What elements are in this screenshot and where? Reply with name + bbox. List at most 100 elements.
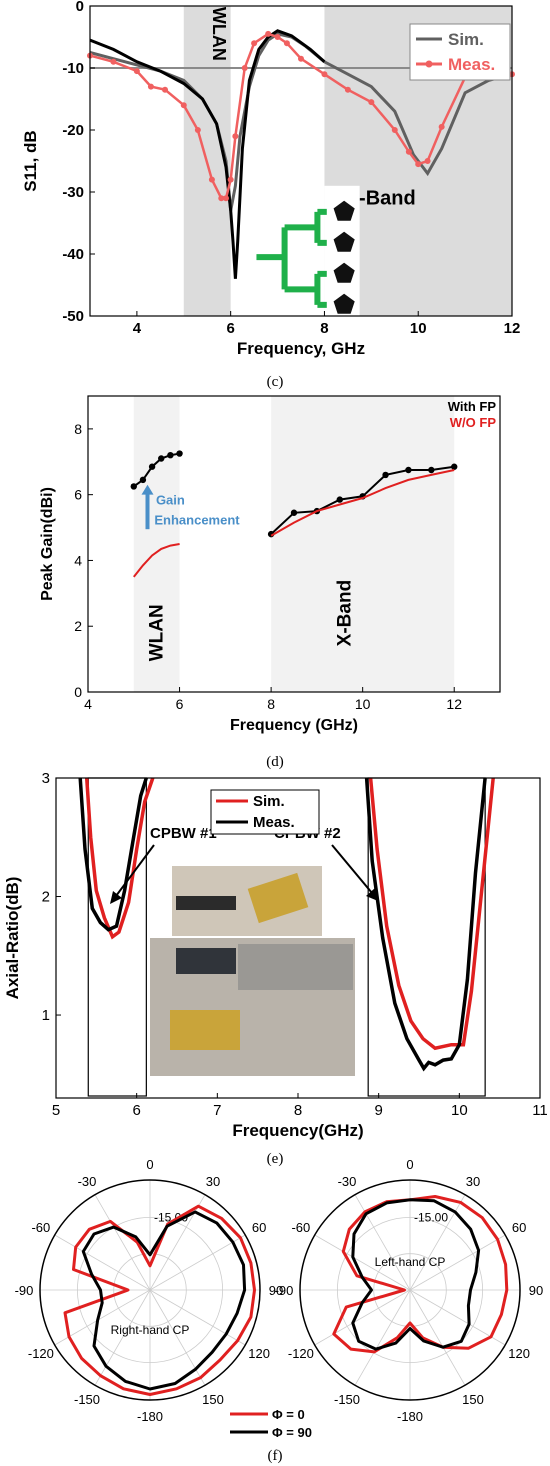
polar-angle-label: -30: [338, 1174, 357, 1189]
series-meas-marker: [218, 195, 225, 202]
x-tick-label: 12: [446, 696, 462, 712]
polar-outer-ring: [39, 1179, 261, 1401]
polar-grid-spoke: [94, 1289, 151, 1386]
legend-label-meas: Meas.: [253, 814, 295, 831]
polar-grid-spoke: [54, 1234, 151, 1291]
series-with-fp-marker: [451, 463, 458, 470]
x-tick-label: 4: [84, 696, 92, 712]
y-tick-label: -50: [62, 308, 84, 325]
series-meas-marker: [368, 99, 375, 106]
polar-angle-label: -60: [291, 1220, 310, 1235]
legend-label-phi: Φ = 90: [272, 1425, 312, 1440]
y-tick-label: 1: [42, 1007, 50, 1024]
series-meas-marker: [133, 68, 140, 75]
polar-angle-label: 60: [252, 1220, 266, 1235]
photo-connector: [176, 896, 236, 910]
series-with-fp-marker: [148, 463, 156, 470]
x-tick-label: 6: [132, 1102, 140, 1119]
polar-angle-label: 120: [508, 1346, 530, 1361]
polar-grid-spoke: [54, 1289, 151, 1346]
plot-frame: [87, 395, 501, 693]
frequency-band-shade: [271, 396, 455, 692]
series-meas-marker: [274, 34, 281, 40]
annotation-arrow-2: [331, 844, 373, 894]
series-sim-line: [84, 777, 155, 940]
panel-c-s11-chart: WLAN X-Band 4 6 8 10 12 0 -10 -20 -30 -40 -50 Frequen…: [21, 0, 520, 358]
polar-angle-label: 30: [466, 1174, 480, 1189]
series-with-fp-marker: [428, 466, 435, 474]
series-with-fp-marker: [176, 450, 183, 457]
y-tick-label: 2: [42, 889, 50, 906]
annotation-cpbw-1: CPBW #1: [150, 825, 217, 842]
x-tick-label: 4: [133, 320, 142, 337]
x-tick-label: 10: [410, 320, 427, 337]
series-meas-marker: [194, 127, 201, 133]
panel-e-axial-ratio-chart: 5 6 7 8 9 10 11123Frequency(GHz)Axial-Ratio(dB…: [3, 770, 548, 1140]
x-axis-label: Frequency (GHz): [230, 717, 358, 734]
photo-antenna-board: [247, 872, 309, 924]
antenna-patch: [331, 291, 357, 316]
series-meas-marker: [110, 58, 117, 65]
x-tick-label: 6: [226, 320, 234, 337]
polar-plot-left-hand: 0 30 60 90 120 150 -180 -150 -120 -90 -60 -30 -15.00…: [275, 1157, 544, 1424]
series-sim-line: [89, 32, 513, 211]
polar-radius-label: -15.00: [414, 1210, 448, 1224]
series-meas-marker: [147, 83, 154, 90]
antenna-array-inset: [256, 185, 360, 316]
legend-box: [210, 789, 320, 835]
series-with-fp-marker: [167, 452, 174, 459]
caption-e: (e): [267, 1151, 284, 1167]
polar-angle-label: -90: [275, 1283, 294, 1298]
polar-grid-spoke: [94, 1194, 151, 1291]
polar-angle-label: 0: [406, 1157, 413, 1172]
polar-angle-label: 0: [146, 1157, 153, 1172]
series-sim-line: [368, 777, 495, 1051]
plot-frame: [89, 5, 513, 317]
series-meas-marker: [424, 158, 431, 164]
series-with-fp-marker: [336, 496, 343, 503]
polar-grid-spoke: [409, 1289, 506, 1346]
polar-label-left-hand-cp: Left-hand CP: [375, 1255, 446, 1269]
series-phi-90-line: [81, 1210, 247, 1391]
cpbw-2-box: [367, 777, 486, 1097]
polar-angle-label: -120: [28, 1346, 54, 1361]
legend-label-without-fp: W/O FP: [450, 415, 497, 430]
caption-d: (d): [266, 754, 284, 770]
y-tick-label: -20: [62, 122, 84, 139]
legend: Sim. Meas.: [210, 789, 320, 835]
antenna-patch: [331, 229, 357, 254]
polar-grid-spoke: [409, 1234, 506, 1291]
polar-angle-label: -180: [137, 1409, 163, 1424]
x-axis-label: Frequency(GHz): [232, 1121, 363, 1140]
photo-analyzer-body: [238, 944, 353, 990]
series-meas-marker: [265, 30, 272, 37]
band-label-x-band: X-Band: [346, 187, 416, 209]
polar-angle-label: -30: [78, 1174, 97, 1189]
caption-f: (f): [268, 1448, 283, 1464]
series-without-fp-line: [133, 543, 180, 578]
x-axis-label: Frequency, GHz: [237, 339, 365, 358]
polar-grid-spoke: [149, 1289, 246, 1346]
polar-grid-spoke: [354, 1289, 411, 1386]
x-tick-label: 5: [52, 1102, 60, 1119]
series-meas-marker: [405, 148, 412, 155]
band-label-x-band: X-Band: [334, 580, 355, 647]
y-tick-label: 6: [74, 487, 82, 503]
series-with-fp-marker: [130, 483, 137, 490]
photo-analyzer-screen: [176, 948, 236, 974]
series-without-fp-line: [270, 469, 455, 537]
polar-angle-label: -120: [288, 1346, 314, 1361]
series-with-fp-marker: [382, 471, 389, 479]
series-with-fp-marker: [139, 476, 147, 484]
polar-angle-label: 150: [462, 1392, 484, 1407]
polar-angle-label: -150: [74, 1392, 100, 1407]
polar-grid-spoke: [149, 1234, 246, 1291]
polar-angle-label: 90: [529, 1283, 543, 1298]
polar-grid-spoke: [314, 1289, 411, 1346]
x-tick-label: 8: [267, 696, 275, 712]
y-tick-label: 0: [76, 0, 84, 15]
series-meas-marker: [391, 127, 398, 133]
y-tick-label: 8: [74, 421, 82, 437]
polar-angle-label: 60: [512, 1220, 526, 1235]
series-meas-marker: [283, 40, 290, 47]
